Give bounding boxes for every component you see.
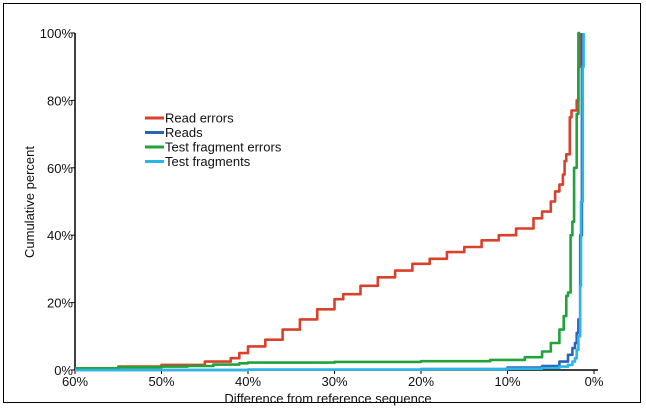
series-layer xyxy=(75,31,585,372)
series-line-test-fragment-errors xyxy=(75,31,581,370)
series-line-read-errors xyxy=(75,33,582,370)
x-tick-label: 20% xyxy=(408,374,434,389)
chart-frame xyxy=(3,3,641,403)
legend-label: Read errors xyxy=(165,111,234,126)
y-tick-label: 60% xyxy=(47,161,73,176)
y-tick-label: 0% xyxy=(54,363,73,378)
x-tick-label: 10% xyxy=(494,374,520,389)
y-axis-title: Cumulative percent xyxy=(22,146,37,258)
legend-label: Test fragment errors xyxy=(165,140,282,155)
series-line-reads xyxy=(75,33,584,372)
y-tick-label: 40% xyxy=(47,228,73,243)
legend-label: Reads xyxy=(165,125,203,140)
legend-label: Test fragments xyxy=(165,154,251,169)
x-tick-label: 50% xyxy=(148,374,174,389)
axes: 0% 20% 40% 60% 80% 100% 60% 50% 40% 30% 20% 10% 0% xyxy=(40,26,604,389)
y-tick-label: 80% xyxy=(47,93,73,108)
x-tick-label: 60% xyxy=(62,374,88,389)
x-tick-label: 30% xyxy=(321,374,347,389)
x-axis-title: Difference from reference sequence xyxy=(224,391,431,406)
y-tick-label: 20% xyxy=(47,296,73,311)
series-line-test-fragments xyxy=(75,33,585,372)
x-tick-label: 40% xyxy=(235,374,261,389)
y-tick-label: 100% xyxy=(40,26,74,41)
x-tick-label: 0% xyxy=(585,374,604,389)
